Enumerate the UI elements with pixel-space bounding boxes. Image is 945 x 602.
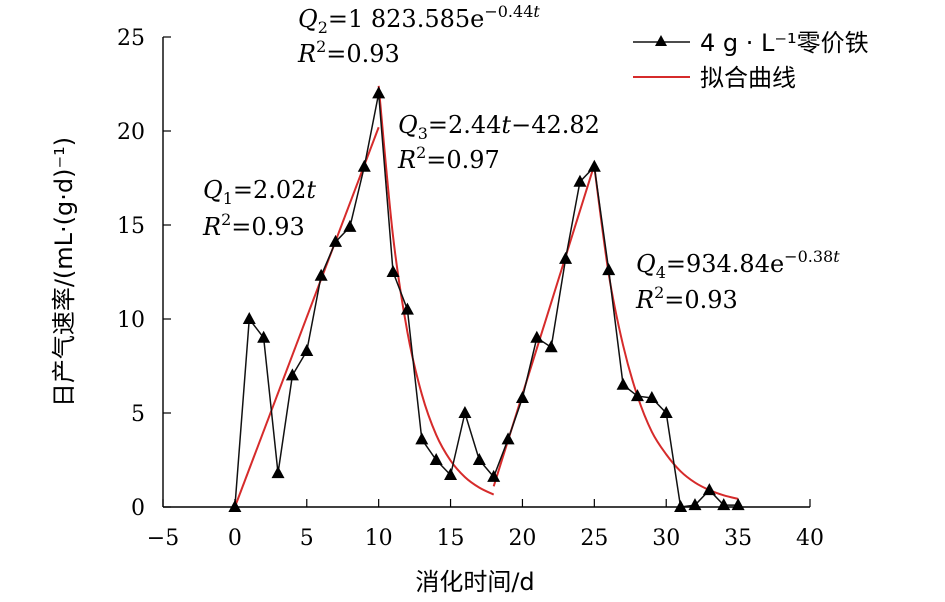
data-series-group: [228, 86, 745, 512]
x-tick-label: 35: [724, 526, 752, 551]
data-point: [386, 265, 400, 277]
data-point: [702, 483, 716, 496]
data-point: [616, 377, 630, 390]
data-point: [501, 432, 515, 445]
y-tick-label: 25: [117, 26, 145, 51]
annotation-q2: Q2=1 823.585e−0.44t R2=0.93: [297, 2, 540, 68]
data-point: [271, 466, 285, 479]
data-point: [372, 86, 386, 99]
x-tick-label: 0: [228, 526, 242, 551]
data-point: [314, 268, 328, 281]
data-point: [242, 312, 256, 324]
x-tick-label: 5: [300, 526, 314, 551]
data-point: [587, 159, 601, 172]
y-tick-label: 5: [131, 402, 145, 427]
data-point: [444, 468, 458, 481]
annotation-q3: Q3=2.44t−42.82 R2=0.97: [397, 111, 600, 174]
legend-data-label: 4 g · L⁻¹零价铁: [700, 29, 869, 57]
data-point: [228, 500, 242, 512]
y-axis-title: 日产气速率/(mL·(g·d)⁻¹): [50, 137, 78, 407]
x-tick-label: 40: [796, 526, 824, 551]
data-point: [458, 406, 472, 418]
data-point: [544, 340, 558, 353]
data-point: [415, 432, 429, 445]
data-point: [300, 343, 314, 356]
data-point: [630, 389, 644, 402]
data-point: [731, 498, 745, 511]
x-ticks: −5 0 5 10 15 20 25 30 35 40: [147, 499, 824, 551]
data-point: [343, 219, 357, 232]
data-point: [400, 302, 414, 315]
data-point: [257, 330, 271, 343]
data-point: [472, 453, 486, 465]
data-point: [559, 251, 573, 264]
x-axis-title: 消化时间/d: [415, 568, 534, 596]
y-ticks: 0 5 10 15 20 25: [117, 26, 171, 521]
data-point: [645, 390, 659, 403]
data-point: [717, 498, 731, 511]
y-tick-label: 10: [117, 308, 145, 333]
fit-segment-q1: [233, 126, 380, 508]
annotation-q1: Q1=2.02t R2=0.93: [202, 176, 316, 241]
data-point: [487, 469, 501, 482]
x-tick-label: 30: [652, 526, 680, 551]
x-tick-label: 10: [365, 526, 393, 551]
x-tick-label: 15: [437, 526, 465, 551]
data-point: [659, 406, 673, 418]
svg-text:Q1=2.02t: Q1=2.02t: [203, 176, 316, 208]
data-point: [688, 498, 702, 511]
x-tick-label: −5: [147, 526, 179, 551]
y-tick-label: 20: [117, 120, 145, 145]
annotation-q4: Q4=934.84e−0.38t R2=0.93: [635, 247, 840, 314]
svg-text:R2=0.93: R2=0.93: [297, 37, 400, 68]
data-point: [530, 330, 544, 343]
data-point: [674, 500, 688, 512]
x-tick-label: 25: [580, 526, 608, 551]
legend-fit-label: 拟合曲线: [700, 64, 796, 92]
data-point: [429, 453, 443, 465]
svg-text:R2=0.93: R2=0.93: [202, 210, 305, 241]
fit-segment-q2: [377, 85, 495, 496]
legend: 4 g · L⁻¹零价铁 拟合曲线: [633, 29, 869, 92]
data-point: [329, 234, 343, 247]
data-point: [602, 263, 616, 276]
x-tick-label: 20: [508, 526, 536, 551]
data-point: [515, 390, 529, 403]
svg-text:R2=0.97: R2=0.97: [397, 143, 500, 174]
svg-text:R2=0.93: R2=0.93: [635, 283, 738, 314]
data-point: [573, 174, 587, 187]
legend-data-marker: [655, 35, 667, 46]
svg-text:Q3=2.44t−42.82: Q3=2.44t−42.82: [398, 111, 600, 143]
svg-text:Q4=934.84e−0.38t: Q4=934.84e−0.38t: [636, 247, 840, 282]
y-tick-label: 0: [131, 496, 145, 521]
data-point: [357, 159, 371, 172]
y-tick-label: 15: [117, 214, 145, 239]
svg-text:Q2=1 823.585e−0.44t: Q2=1 823.585e−0.44t: [298, 2, 540, 37]
data-point: [285, 368, 299, 381]
